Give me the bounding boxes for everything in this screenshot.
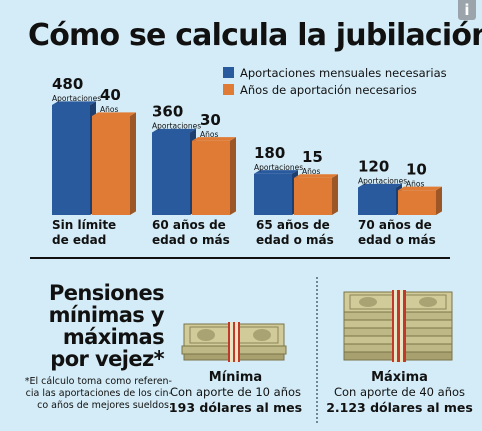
bar-unit-label: Años — [100, 105, 118, 114]
minima-label: Mínima — [208, 370, 263, 385]
bar-unit-label: Aportaciones — [152, 122, 201, 131]
money-stack-small-icon — [181, 322, 287, 362]
minima-caption: Mínima Con aporte de 10 años 193 dólares… — [168, 370, 303, 415]
maxima-line: Con aporte de 40 años — [333, 385, 466, 399]
bar-unit-label: Años — [406, 179, 424, 188]
section-divider — [30, 257, 450, 259]
vertical-divider — [316, 277, 318, 423]
bar-aportaciones-1 — [152, 128, 196, 215]
pensiones-title-line: por vejez* — [50, 347, 164, 371]
minima-amount: 193 dólares al mes — [168, 400, 303, 415]
bar-value-label: 15 — [302, 148, 323, 166]
legend-label: Aportaciones mensuales necesarias — [240, 65, 447, 80]
bar-unit-label: Aportaciones — [358, 177, 407, 186]
bar-value-label: 180 — [254, 144, 285, 162]
maxima-caption: Máxima Con aporte de 40 años 2.123 dólar… — [322, 370, 477, 415]
page-title: Cómo se calcula la jubilación — [28, 18, 482, 53]
footnote-line: *El cálculo toma como referen- — [24, 376, 172, 387]
bar-aportaciones-3 — [358, 183, 402, 215]
bar-chart: 480Aportaciones360Aportaciones180Aportac… — [52, 75, 442, 215]
pensiones-title-line: mínimas y — [48, 303, 165, 327]
info-icon[interactable]: i — [458, 0, 476, 20]
legend-item-anos: Años de aportación necesarios — [223, 81, 447, 98]
category-label-line: Sin límite — [52, 218, 117, 232]
maxima-label: Máxima — [371, 370, 428, 385]
pensiones-title-line: Pensiones — [48, 281, 165, 305]
chart-legend: Aportaciones mensuales necesarias Años d… — [223, 64, 447, 98]
bar-value-label: 10 — [406, 160, 427, 178]
category-label-70: 70 años de edad o más — [358, 218, 436, 248]
footnote-line: cia las aportaciones de los cin- — [25, 388, 172, 399]
bar-value-label: 360 — [152, 103, 183, 121]
legend-label: Años de aportación necesarios — [240, 82, 417, 97]
bar-anos-0 — [92, 112, 136, 215]
footnote: *El cálculo toma como referen- cia las a… — [12, 376, 172, 412]
minima-line: Con aporte de 10 años — [169, 385, 302, 399]
category-label-65: 65 años de edad o más — [256, 218, 334, 248]
bar-anos-1 — [192, 137, 236, 215]
category-label-60: 60 años de edad o más — [152, 218, 230, 248]
bar-anos-3 — [398, 186, 442, 215]
footnote-line: co años de mejores sueldos. — [37, 400, 172, 411]
legend-swatch-blue — [223, 67, 234, 78]
category-label-line: 60 años de — [152, 218, 226, 232]
bar-unit-label: Aportaciones — [52, 94, 101, 103]
bar-unit-label: Aportaciones — [254, 163, 303, 172]
pensiones-title-line: máximas — [62, 325, 165, 349]
bar-anos-2 — [294, 174, 338, 215]
bar-value-label: 40 — [100, 86, 121, 104]
category-label-line: edad o más — [152, 233, 230, 247]
bar-value-label: 30 — [200, 111, 221, 129]
category-label-line: 70 años de — [358, 218, 432, 232]
category-label-line: de edad — [52, 233, 107, 247]
legend-swatch-orange — [223, 84, 234, 95]
category-label-sin-limite: Sin límite de edad — [52, 218, 116, 248]
maxima-amount: 2.123 dólares al mes — [326, 400, 473, 415]
bar-aportaciones-0 — [52, 101, 96, 215]
bar-value-label: 480 — [52, 75, 83, 93]
bar-unit-label: Años — [302, 167, 320, 176]
bar-unit-label: Años — [200, 130, 218, 139]
category-label-line: edad o más — [256, 233, 334, 247]
pensiones-title: Pensiones mínimas y máximas por vejez* — [4, 281, 165, 371]
legend-item-aportaciones: Aportaciones mensuales necesarias — [223, 64, 447, 81]
money-stack-large-icon — [343, 290, 453, 362]
bar-aportaciones-2 — [254, 170, 298, 215]
category-label-line: 65 años de — [256, 218, 330, 232]
category-label-line: edad o más — [358, 233, 436, 247]
bar-value-label: 120 — [358, 158, 389, 176]
